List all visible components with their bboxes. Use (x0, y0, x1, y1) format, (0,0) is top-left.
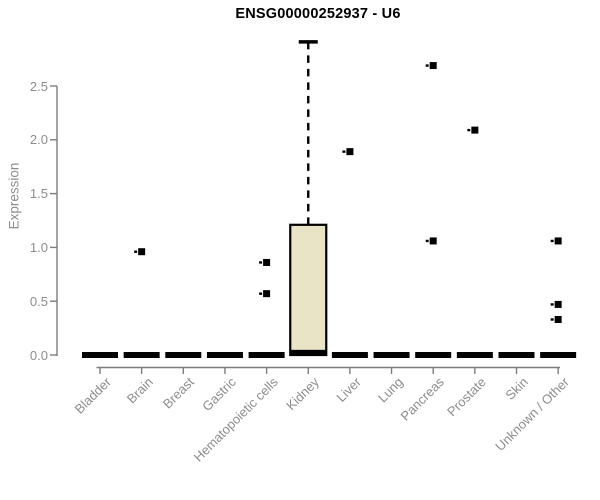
y-tick-label-1.0: 1.0 (29, 239, 48, 255)
outlier-point-tick-prostate (467, 128, 471, 132)
outlier-point-prostate (471, 126, 479, 134)
outlier-point-tick-unknown-other (550, 318, 554, 321)
y-tick-label-1.5: 1.5 (29, 186, 48, 202)
y-tick-label-2.0: 2.0 (29, 132, 48, 148)
outlier-point-unknown-other (554, 237, 562, 245)
y-tick-label-0.5: 0.5 (29, 293, 48, 309)
outlier-point-tick-hematopoietic-cells (259, 261, 263, 264)
median-breast (165, 352, 202, 358)
outlier-point-pancreas (429, 237, 437, 245)
median-prostate (456, 352, 493, 358)
median-hematopoietic-cells (248, 352, 285, 358)
outlier-point-unknown-other (554, 300, 562, 308)
median-gastric (206, 352, 243, 358)
median-unknown-other (540, 352, 577, 358)
median-bladder (82, 352, 118, 358)
outlier-point-tick-unknown-other (550, 239, 554, 243)
outlier-point-tick-unknown-other (550, 303, 554, 306)
outlier-point-tick-pancreas (425, 64, 429, 67)
outlier-point-tick-hematopoietic-cells (259, 292, 263, 295)
outlier-point-tick-pancreas (425, 239, 429, 243)
median-skin (498, 352, 535, 358)
outlier-point-hematopoietic-cells (263, 290, 271, 298)
outlier-point-tick-brain (134, 250, 138, 253)
y-tick-label-2.5: 2.5 (29, 78, 48, 94)
median-liver (331, 352, 368, 358)
median-pancreas (415, 352, 452, 358)
outlier-point-liver (346, 148, 354, 156)
outlier-point-pancreas (429, 62, 437, 70)
median-brain (123, 352, 160, 358)
outlier-point-hematopoietic-cells (263, 258, 271, 266)
outlier-point-brain (138, 248, 146, 256)
chart-title: ENSG00000252937 - U6 (235, 6, 401, 22)
median-kidney (290, 349, 327, 356)
box-kidney (289, 223, 328, 357)
outlier-point-unknown-other (554, 315, 562, 323)
median-lung (373, 352, 410, 358)
y-tick-label-0.0: 0.0 (29, 347, 48, 363)
outlier-point-tick-liver (342, 150, 346, 153)
